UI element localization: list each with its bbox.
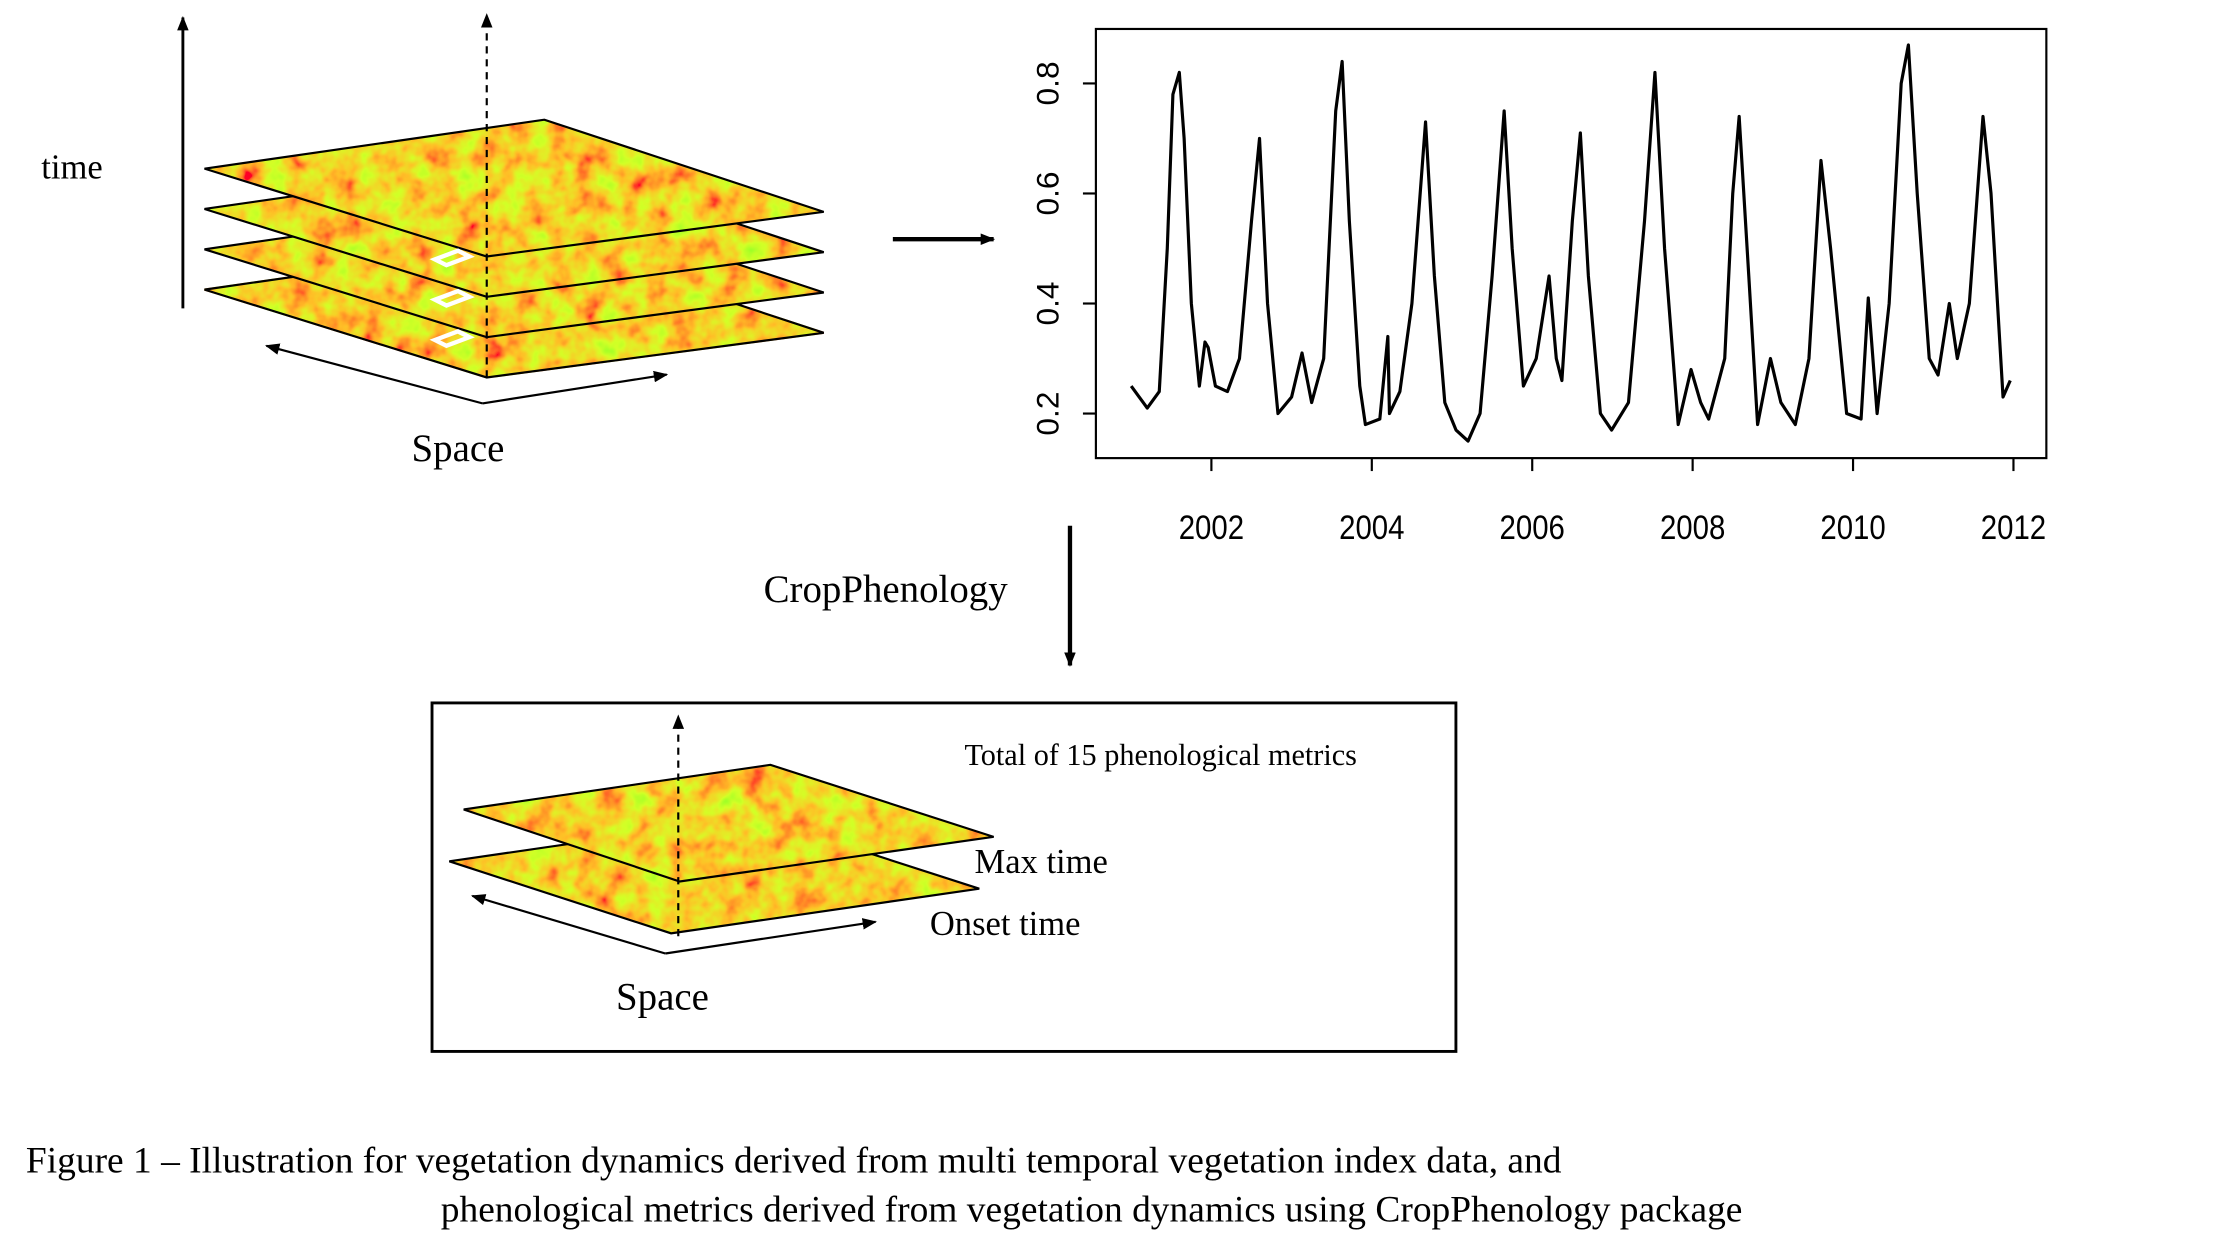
raster-layer: [463, 764, 994, 882]
box-title: Total of 15 phenological metrics: [964, 738, 1357, 772]
space-arrow: [470, 894, 666, 955]
space-arrow: [482, 370, 669, 405]
data-line: [1129, 43, 2012, 443]
output-box: [430, 701, 1458, 1053]
x-tick-label: 2006: [1500, 508, 1565, 547]
layer-label: Max time: [974, 843, 1107, 881]
layer-outline: [204, 118, 825, 258]
raster-stack: [204, 13, 825, 379]
space-arrow: [265, 343, 483, 405]
x-tick-label: 2010: [1820, 508, 1885, 547]
raster-layer: [204, 119, 824, 257]
process-label: CropPhenology: [764, 568, 1009, 611]
caption-line: Figure 1 – Illustration for vegetation d…: [26, 1140, 1562, 1181]
layer-label: Onset time: [930, 905, 1081, 943]
time-series-chart: 2002 2004 2006 2008 2010 2012 0.2 0.4 0.6 0.8: [1029, 27, 2048, 547]
x-tick-label: 2012: [1981, 508, 2046, 547]
space-arrow: [665, 918, 877, 955]
caption-line: phenological metrics derived from vegeta…: [441, 1189, 1743, 1230]
y-tick-label: 0.4: [1029, 281, 1065, 325]
x-tick-label: 2004: [1339, 508, 1404, 547]
y-tick-label: 0.8: [1029, 61, 1065, 105]
layer-outline: [463, 763, 994, 883]
time-label: time: [41, 149, 102, 187]
y-tick-label: 0.6: [1029, 171, 1065, 215]
x-tick-label: 2008: [1660, 508, 1725, 547]
y-tick-label: 0.2: [1029, 392, 1065, 436]
pixel-markers: [429, 248, 475, 349]
x-tick-label: 2002: [1179, 508, 1244, 547]
plot-frame: [1094, 27, 2048, 460]
space-label: Space: [412, 427, 505, 470]
space-label: Space: [616, 976, 709, 1019]
